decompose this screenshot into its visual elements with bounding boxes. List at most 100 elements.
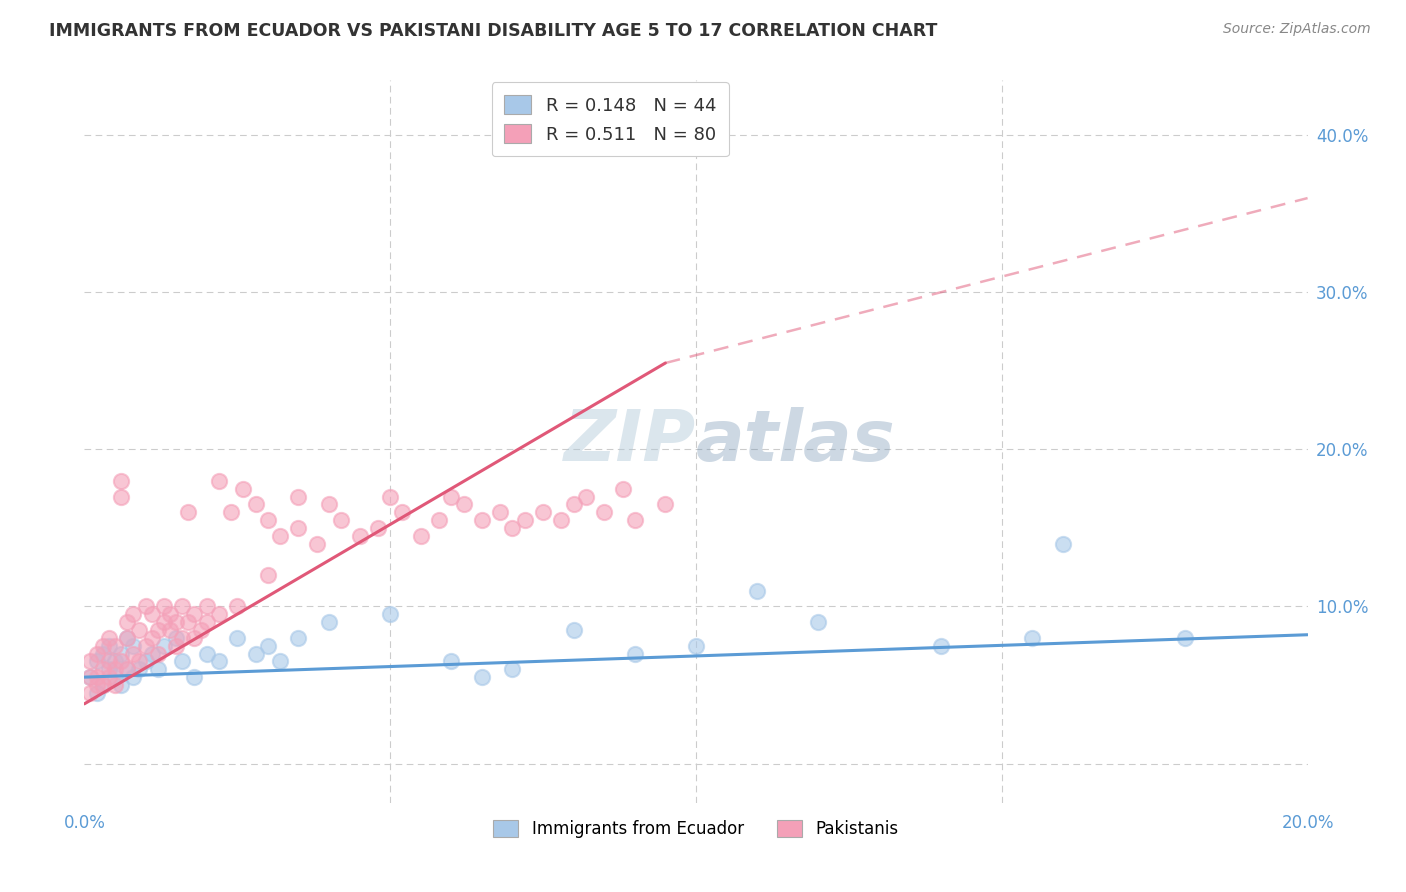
Point xyxy=(159,607,181,622)
Point xyxy=(195,615,218,630)
Point xyxy=(195,599,218,614)
Point xyxy=(489,505,512,519)
Point xyxy=(409,529,432,543)
Point xyxy=(219,505,242,519)
Point xyxy=(79,686,101,700)
Point xyxy=(172,655,194,669)
Point xyxy=(86,686,108,700)
Point xyxy=(440,490,463,504)
Point xyxy=(562,497,585,511)
Point xyxy=(110,490,132,504)
Point xyxy=(122,607,145,622)
Point xyxy=(110,678,132,692)
Point xyxy=(79,670,101,684)
Point xyxy=(165,631,187,645)
Point xyxy=(183,631,205,645)
Point xyxy=(104,678,127,692)
Point xyxy=(97,639,120,653)
Point xyxy=(122,670,145,684)
Point xyxy=(305,536,328,550)
Point xyxy=(575,490,598,504)
Point xyxy=(91,678,114,692)
Point xyxy=(146,647,169,661)
Point xyxy=(115,662,138,676)
Point xyxy=(79,655,101,669)
Point xyxy=(183,607,205,622)
Point xyxy=(135,655,157,669)
Point xyxy=(177,505,200,519)
Point xyxy=(929,639,952,653)
Point xyxy=(97,655,120,669)
Point xyxy=(232,482,254,496)
Point xyxy=(208,655,231,669)
Point xyxy=(128,655,150,669)
Point xyxy=(91,678,114,692)
Text: IMMIGRANTS FROM ECUADOR VS PAKISTANI DISABILITY AGE 5 TO 17 CORRELATION CHART: IMMIGRANTS FROM ECUADOR VS PAKISTANI DIS… xyxy=(49,22,938,40)
Point xyxy=(141,631,163,645)
Point xyxy=(97,670,120,684)
Text: atlas: atlas xyxy=(696,407,896,476)
Point xyxy=(135,599,157,614)
Point xyxy=(172,599,194,614)
Point xyxy=(550,513,572,527)
Point xyxy=(471,513,494,527)
Point xyxy=(269,655,291,669)
Point xyxy=(159,623,181,637)
Point xyxy=(128,623,150,637)
Point xyxy=(104,639,127,653)
Point xyxy=(453,497,475,511)
Point xyxy=(287,631,309,645)
Point xyxy=(153,615,176,630)
Point xyxy=(747,583,769,598)
Point xyxy=(104,670,127,684)
Point xyxy=(128,662,150,676)
Point xyxy=(146,623,169,637)
Point xyxy=(318,615,340,630)
Point xyxy=(1052,536,1074,550)
Point xyxy=(654,497,676,511)
Point xyxy=(153,639,176,653)
Point xyxy=(135,639,157,653)
Point xyxy=(165,639,187,653)
Point xyxy=(287,521,309,535)
Point xyxy=(427,513,450,527)
Point xyxy=(91,662,114,676)
Point xyxy=(562,623,585,637)
Point xyxy=(685,639,707,653)
Point xyxy=(226,631,249,645)
Point xyxy=(807,615,830,630)
Point xyxy=(269,529,291,543)
Point xyxy=(367,521,389,535)
Point xyxy=(115,662,138,676)
Text: ZIP: ZIP xyxy=(564,407,696,476)
Point xyxy=(1174,631,1197,645)
Point xyxy=(91,647,114,661)
Point xyxy=(153,599,176,614)
Point xyxy=(91,639,114,653)
Point xyxy=(115,631,138,645)
Point xyxy=(531,505,554,519)
Point xyxy=(79,670,101,684)
Point xyxy=(502,521,524,535)
Point xyxy=(86,678,108,692)
Legend: Immigrants from Ecuador, Pakistanis: Immigrants from Ecuador, Pakistanis xyxy=(486,814,905,845)
Point xyxy=(122,639,145,653)
Point xyxy=(104,662,127,676)
Point xyxy=(318,497,340,511)
Point xyxy=(245,647,267,661)
Point xyxy=(1021,631,1043,645)
Point xyxy=(141,647,163,661)
Point xyxy=(440,655,463,669)
Point xyxy=(330,513,353,527)
Point xyxy=(110,474,132,488)
Point xyxy=(146,662,169,676)
Point xyxy=(612,482,634,496)
Point xyxy=(513,513,536,527)
Point xyxy=(86,647,108,661)
Point xyxy=(86,655,108,669)
Point xyxy=(471,670,494,684)
Point xyxy=(624,647,647,661)
Point xyxy=(349,529,371,543)
Point xyxy=(190,623,212,637)
Point xyxy=(380,490,402,504)
